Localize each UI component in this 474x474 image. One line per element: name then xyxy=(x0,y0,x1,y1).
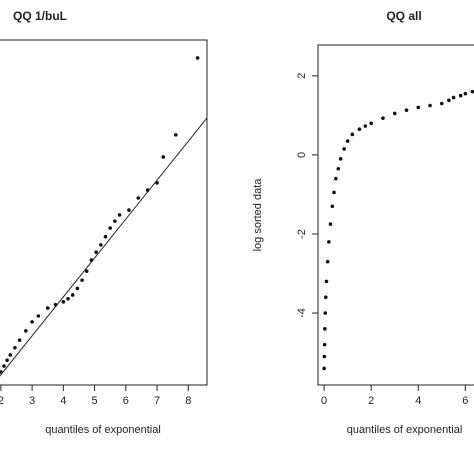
point xyxy=(70,293,75,297)
point xyxy=(416,105,421,110)
point xyxy=(342,147,346,151)
plot-frame xyxy=(317,44,474,386)
point xyxy=(336,166,341,171)
point xyxy=(350,132,355,137)
point xyxy=(113,219,117,223)
x-tick-label: 4 xyxy=(60,395,66,407)
y-tick-label: -2 xyxy=(296,229,308,239)
point xyxy=(61,300,66,304)
point xyxy=(428,103,432,108)
x-tick-label: 0 xyxy=(321,395,327,407)
point xyxy=(334,176,338,181)
chart-title: QQ all xyxy=(386,9,421,23)
point xyxy=(36,314,41,318)
point xyxy=(463,91,468,96)
point xyxy=(470,89,474,94)
x-axis-label: quantiles of exponential xyxy=(45,424,161,436)
x-tick-label: 8 xyxy=(185,395,191,407)
point xyxy=(94,250,98,254)
point xyxy=(53,302,58,307)
point xyxy=(30,320,34,324)
point xyxy=(17,338,22,342)
point xyxy=(66,296,70,301)
point xyxy=(103,234,108,239)
x-tick-label: 7 xyxy=(154,395,160,407)
point xyxy=(136,196,141,200)
point xyxy=(345,139,350,143)
point xyxy=(325,259,330,264)
point xyxy=(458,93,463,98)
point xyxy=(75,286,80,291)
x-tick-label: 2 xyxy=(0,395,4,407)
point xyxy=(327,240,331,244)
point xyxy=(440,101,444,106)
point xyxy=(392,111,397,116)
x-tick-label: 6 xyxy=(123,395,129,407)
point xyxy=(323,295,328,300)
point xyxy=(332,190,336,195)
point xyxy=(323,311,328,315)
point xyxy=(5,358,9,362)
point xyxy=(127,208,131,212)
point xyxy=(80,278,84,282)
point xyxy=(84,269,89,273)
point xyxy=(45,306,50,310)
point xyxy=(2,364,6,368)
plot-frame xyxy=(0,39,208,386)
x-tick-label: 4 xyxy=(415,395,421,407)
point xyxy=(322,342,327,347)
point xyxy=(99,243,103,247)
x-tick-label: 3 xyxy=(29,395,35,407)
y-axis-label: log sorted data xyxy=(252,178,264,252)
reference-line xyxy=(0,117,208,377)
point xyxy=(322,354,327,359)
point xyxy=(195,56,200,60)
point xyxy=(117,213,122,217)
point xyxy=(404,108,409,113)
point xyxy=(13,345,17,350)
point xyxy=(322,366,326,371)
point xyxy=(328,222,333,226)
point xyxy=(8,353,13,357)
y-tick-label: 2 xyxy=(296,73,308,79)
point xyxy=(155,181,159,185)
point xyxy=(330,204,335,209)
point xyxy=(145,188,150,192)
x-tick-label: 6 xyxy=(462,395,468,407)
point xyxy=(323,327,327,331)
point xyxy=(108,226,112,230)
x-tick-label: 5 xyxy=(92,395,98,407)
point xyxy=(173,133,178,137)
point xyxy=(447,98,451,103)
point xyxy=(89,258,94,262)
point xyxy=(324,279,329,284)
y-tick-label: -4 xyxy=(296,308,308,318)
point xyxy=(24,329,28,333)
y-tick-label: 0 xyxy=(296,152,308,158)
point xyxy=(0,370,3,374)
point xyxy=(357,127,362,132)
x-axis-label: quantiles of exponential xyxy=(347,424,463,436)
x-tick-label: 2 xyxy=(368,395,374,407)
point xyxy=(363,124,368,128)
point xyxy=(451,95,456,100)
point xyxy=(338,157,343,161)
point xyxy=(161,155,166,159)
chart-title: QQ 1/buL xyxy=(13,9,67,23)
point xyxy=(381,116,385,120)
point xyxy=(369,121,373,126)
